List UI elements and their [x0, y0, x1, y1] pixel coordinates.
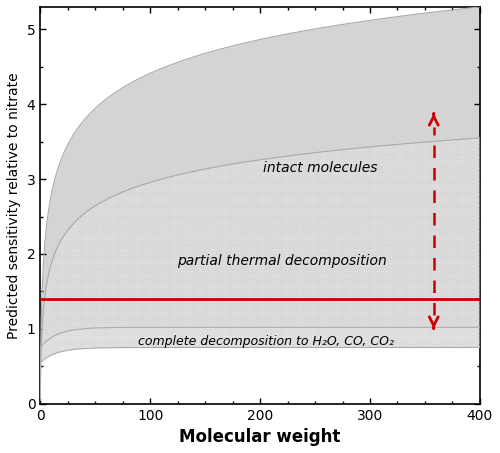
Text: intact molecules: intact molecules	[264, 161, 378, 175]
X-axis label: Molecular weight: Molecular weight	[180, 428, 341, 446]
Text: partial thermal decomposition: partial thermal decomposition	[177, 255, 387, 269]
Y-axis label: Predicted sensitivity relative to nitrate: Predicted sensitivity relative to nitrat…	[7, 72, 21, 338]
Text: complete decomposition to H₂O, CO, CO₂: complete decomposition to H₂O, CO, CO₂	[138, 335, 394, 348]
